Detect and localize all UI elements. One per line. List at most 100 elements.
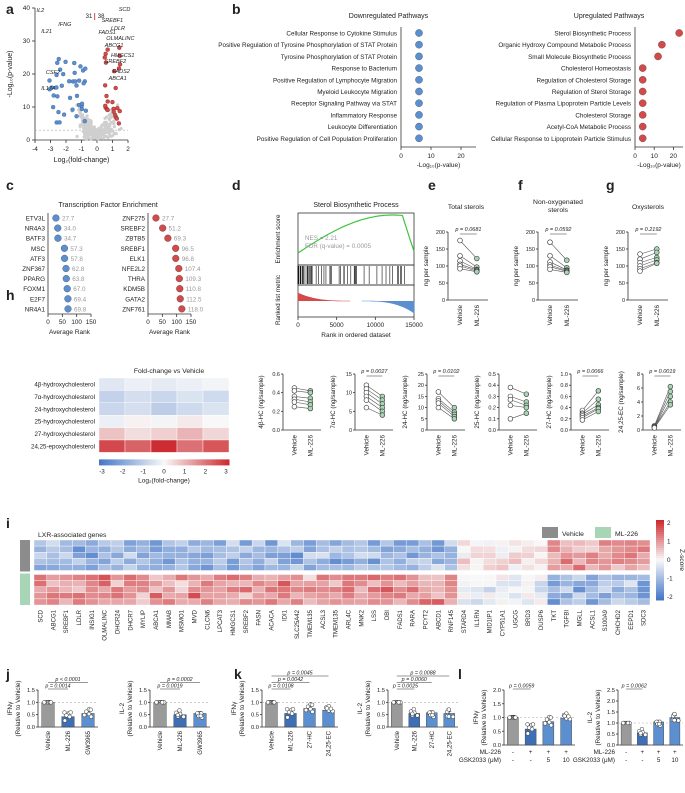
lxr-heat-cell (585, 552, 599, 559)
non-oxy-title: Non-oxygenated (533, 199, 583, 206)
volcano-gene-label: LDLR (111, 26, 125, 32)
lxr-heat-cell (405, 539, 420, 547)
oxysterol-2425-ml226-point (667, 383, 674, 390)
volcano-point-ns (95, 136, 99, 140)
l-ifng-ylabel: IFNγ (473, 710, 480, 724)
lxr-heat-cell (187, 539, 202, 547)
lxr-heat-cell (611, 580, 625, 587)
lxr-heat-cell (418, 580, 433, 587)
tf-up-xtick-label: 50 (159, 319, 167, 326)
k-il2-pvalue: p = 0.0025 (392, 684, 418, 690)
lxr-title: LXR-associated genes (38, 532, 107, 539)
up-pathway-category-label: Sterol Biosynthetic Process (554, 31, 631, 38)
lxr-heat-cell (200, 564, 214, 571)
oxysterols-ytick-label: 50 (619, 281, 625, 287)
lxr-heat-cell (611, 552, 625, 559)
lxr-heat-cell (33, 545, 48, 553)
lxr-heat-cell (636, 580, 651, 587)
oxysterol-2425-pvalue: p = 0.0019 (648, 369, 675, 375)
lxr-heat-cell (290, 598, 304, 606)
panel-letter-a: a (6, 1, 14, 17)
oxysterol-colorbar-segment (185, 459, 189, 466)
j-il2-point (154, 700, 159, 705)
k-il2-ytick-label: 1.5 (377, 688, 385, 694)
lxr-colorbar-segment (656, 572, 664, 575)
lxr-heat-cell (457, 574, 471, 581)
lxr-colorbar-segment (656, 584, 664, 587)
oxysterol-27-vehicle-point (579, 417, 586, 423)
oxysterol-colorbar-segment (200, 459, 204, 466)
oxysterol-25-pair-line (510, 396, 527, 403)
lxr-heat-cell (226, 580, 240, 587)
total-sterols-ylabel: ng per sample (423, 246, 430, 286)
lxr-heat-cell (123, 598, 137, 606)
oxysterol-2425-xlabel-vehicle: Vehicle (651, 435, 658, 456)
lxr-heat-cell (187, 552, 202, 559)
lxr-heat-cell (174, 558, 189, 565)
tf-up-tf-label: SREBF2 (121, 226, 146, 233)
j-il2-ylabel: IL-2 (119, 703, 126, 715)
tf-down-value-label: 34.7 (64, 236, 77, 243)
tf-down-dot (62, 275, 70, 283)
lxr-heat-cell (277, 539, 291, 547)
lxr-heat-cell (624, 598, 638, 606)
volcano-point-up (117, 53, 122, 58)
oxysterol-7a-pair-line (366, 407, 383, 416)
lxr-heat-cell (393, 564, 407, 571)
lxr-heat-cell (136, 545, 150, 553)
l-ifng-ytick-label: 0.0 (493, 743, 501, 749)
tf-down-dot (63, 285, 71, 293)
tf-up-value-label: 51.2 (169, 226, 182, 233)
lxr-gene-label: ABCA1 (154, 609, 160, 629)
volcano-point-down (67, 95, 73, 101)
lxr-heat-cell (354, 564, 368, 571)
lxr-gene-label: LDLR (77, 609, 83, 625)
lxr-heat-cell (418, 592, 433, 600)
lxr-heat-cell (572, 598, 587, 606)
lxr-heat-cell (59, 558, 73, 565)
lxr-heat-cell (277, 586, 291, 594)
oxysterol-colorbar-segment (125, 459, 128, 466)
oxysterol-7a-ytick-label: 10 (346, 391, 352, 397)
oxysterol-colorbar-segment (101, 459, 104, 466)
volcano-point-down (55, 60, 60, 65)
oxysterol-27-xlabel-ml226: ML-226 (595, 435, 602, 457)
lxr-heat-cell (110, 539, 125, 547)
lxr-heat-cell (149, 552, 163, 559)
up-pathway-dot (638, 134, 647, 143)
lxr-heat-cell (328, 574, 343, 581)
lxr-heat-cell (559, 598, 574, 606)
k-il2-ylabel-2: (Relative to Vehicle) (365, 681, 372, 737)
lxr-heat-cell (431, 574, 445, 581)
tf-up-dot (176, 295, 184, 303)
j-ifng-point (82, 712, 87, 718)
lxr-heat-cell (149, 574, 163, 581)
lxr-heat-cell (85, 598, 99, 606)
k-il2-ytick-label: 1.0 (377, 700, 385, 706)
lxr-heat-cell (328, 558, 343, 565)
lxr-heat-cell (521, 552, 535, 559)
oxysterols-pair-line (639, 252, 657, 260)
j-ifng-point (88, 707, 93, 712)
lxr-heat-cell (393, 580, 407, 587)
oxysterol-heat-cell (150, 439, 178, 453)
lxr-heat-cell (624, 545, 638, 553)
non-oxy-sterols-ytick-label: 0 (532, 298, 535, 304)
volcano-point-up (103, 60, 109, 65)
volcano-point-down (67, 79, 72, 84)
lxr-heat-cell (97, 580, 112, 587)
oxysterol-heat-cell (176, 415, 204, 428)
j-ifng-point (67, 714, 72, 719)
lxr-heat-cell (33, 564, 48, 571)
lxr-heat-cell (559, 558, 574, 565)
oxysterol-colorbar-segment (155, 459, 158, 466)
lxr-heat-cell (380, 598, 394, 606)
lxr-heat-cell (611, 539, 625, 547)
lxr-heat-cell (213, 574, 227, 581)
lxr-gene-label: ACSL3 (321, 609, 327, 629)
up-pathway-category-label: Small Molecule Biosynthetic Process (528, 54, 631, 61)
lxr-heat-cell (457, 598, 471, 606)
lxr-heat-cell (97, 564, 112, 571)
lxr-heat-cell (444, 598, 458, 606)
lxr-colorbar-segment (656, 522, 664, 525)
